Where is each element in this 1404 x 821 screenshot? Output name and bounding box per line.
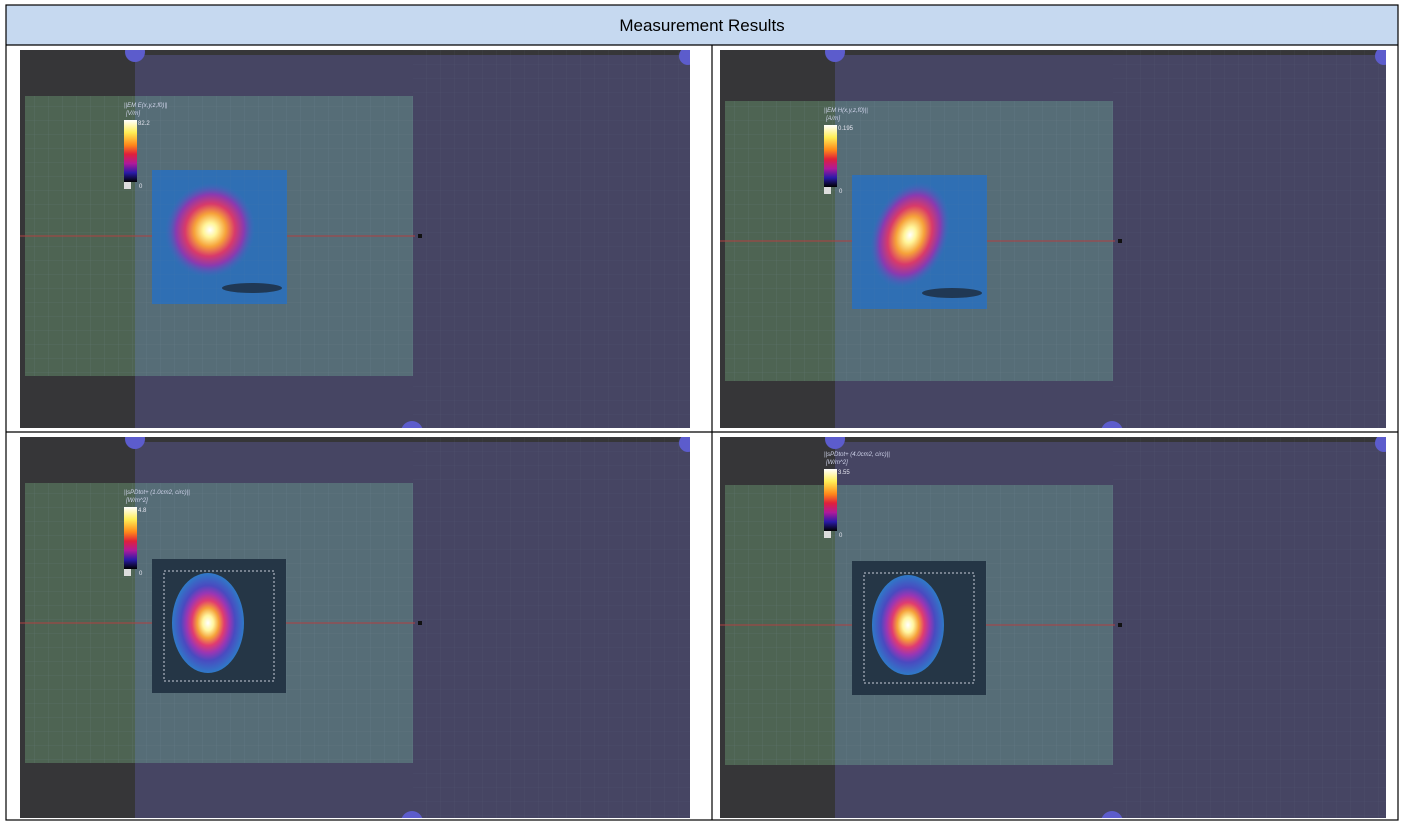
unit-label: [W/m^2]	[825, 460, 848, 466]
dark-top	[20, 437, 690, 442]
colorbar	[124, 507, 137, 569]
eval-area	[163, 570, 275, 682]
outer-grid	[413, 437, 690, 818]
quantity-label: ||sPDtot+ (1.0cm2, circ)||	[124, 490, 190, 496]
measurement-panel: ||sPDtot+ (4.0cm2, circ)|| [W/m^2] 3.55 0	[720, 437, 1386, 818]
outer-grid	[1113, 437, 1386, 818]
max-label: 0.195	[838, 126, 854, 132]
hotspot	[164, 182, 256, 278]
exposure-blob	[172, 573, 244, 673]
dark-top	[720, 50, 1386, 55]
colorbar	[824, 469, 837, 531]
probe-dot	[1375, 50, 1386, 65]
colorbar-icon	[824, 187, 831, 194]
quantity-label: ||sPDtot+ (4.0cm2, circ)||	[824, 452, 890, 458]
axis-marker	[1118, 623, 1122, 627]
low-region	[222, 283, 282, 293]
exposure-blob	[872, 575, 944, 675]
colorbar-icon	[824, 531, 831, 538]
outer-grid	[413, 50, 690, 428]
measurement-panel: ||sPDtot+ (1.0cm2, circ)|| [W/m^2] 4.8 0	[20, 437, 690, 818]
measurement-panel: ||EM H(x,y,z,f0)|| [A/m] 0.195 0	[720, 50, 1386, 428]
probe-dot	[825, 437, 845, 449]
min-label: 0	[139, 571, 143, 577]
probe-dot	[125, 437, 145, 449]
dark-top	[20, 50, 690, 55]
axis-marker	[418, 234, 422, 238]
low-region	[922, 288, 982, 298]
unit-label: [A/m]	[825, 116, 840, 122]
table-borders	[5, 4, 1399, 821]
outer-grid	[1113, 50, 1386, 428]
quantity-label: ||EM E(x,y,z,f0)||	[124, 103, 168, 109]
probe-dot	[125, 50, 145, 62]
header-bg	[6, 5, 1398, 45]
quantity-label: ||EM H(x,y,z,f0)||	[824, 108, 868, 114]
axis-marker	[1118, 239, 1122, 243]
hotspot	[869, 181, 951, 289]
min-label: 0	[839, 189, 843, 195]
header-title: Measurement Results	[619, 16, 784, 35]
probe-dot	[679, 437, 690, 452]
probe-dot	[401, 811, 423, 818]
probe-dot	[1101, 421, 1123, 428]
probe-dot	[1101, 811, 1123, 818]
measurement-panel: ||EM E(x,y,z,f0)|| [V/m] 82.2 0	[20, 50, 690, 428]
probe-dot	[825, 50, 845, 62]
colorbar	[824, 125, 837, 187]
axis-marker	[418, 621, 422, 625]
eval-area	[863, 572, 975, 684]
max-label: 3.55	[838, 470, 850, 476]
dark-top	[720, 437, 1386, 442]
min-label: 0	[839, 533, 843, 539]
max-label: 82.2	[138, 121, 150, 127]
probe-dot	[679, 50, 690, 65]
unit-label: [W/m^2]	[125, 498, 148, 504]
probe-dot	[401, 421, 423, 428]
max-label: 4.8	[138, 508, 147, 514]
min-label: 0	[139, 184, 143, 190]
colorbar	[124, 120, 137, 182]
colorbar-icon	[124, 569, 131, 576]
colorbar-icon	[124, 182, 131, 189]
probe-dot	[1375, 437, 1386, 452]
unit-label: [V/m]	[125, 111, 140, 117]
